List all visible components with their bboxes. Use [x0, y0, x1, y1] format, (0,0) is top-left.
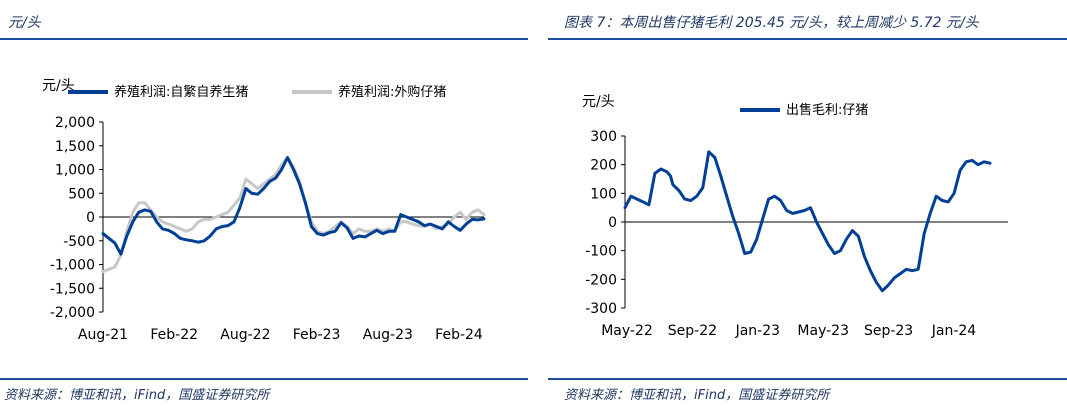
left-line-chart: 元/头 养殖利润:自繁自养生猪 养殖利润:外购仔猪 -2,000 -1,500 -1… — [42, 78, 486, 343]
left-x-tick-label: Aug-23 — [363, 327, 413, 343]
right-y-tick-label: -300 — [585, 301, 617, 317]
left-unit-header: 元/头 — [8, 15, 41, 31]
right-x-tick-label: Sep-23 — [864, 323, 913, 339]
left-footer-rule — [0, 378, 528, 380]
left-series-line-2 — [101, 156, 486, 256]
left-x-tick-label: Aug-21 — [78, 327, 128, 343]
legend-label-series-1: 养殖利润:自繁自养生猪 — [114, 84, 248, 100]
right-y-tick-label: -100 — [585, 244, 617, 260]
right-x-tick-label: Jan-24 — [931, 323, 977, 339]
right-x-tick-label: May-23 — [797, 323, 849, 339]
left-y-tick-label: -1,000 — [50, 258, 95, 274]
right-source-note: 资料来源：博亚和讯，iFind，国盛证券研究所 — [564, 388, 830, 403]
right-x-tick-label: Sep-22 — [668, 323, 717, 339]
right-y-axis-label: 元/头 — [582, 94, 615, 110]
right-y-tick-label: 100 — [590, 186, 617, 202]
right-header-rule — [548, 38, 1067, 40]
right-x-tick-label: May-22 — [601, 323, 653, 339]
left-legend: 养殖利润:自繁自养生猪 养殖利润:外购仔猪 — [68, 84, 446, 100]
left-x-tick-label: Feb-22 — [150, 327, 198, 343]
left-y-tick-label: -500 — [63, 234, 95, 250]
legend-label-series-2: 养殖利润:外购仔猪 — [338, 84, 446, 100]
left-y-tick-label: -2,000 — [50, 305, 95, 321]
left-x-tick-label: Feb-24 — [435, 327, 483, 343]
left-y-tick-label: -1,500 — [50, 281, 95, 297]
right-chart-panel: 图表 7：本周出售仔猪毛利 205.45 元/头，较上周减少 5.72 元/头 … — [548, 0, 1067, 415]
right-series-line-1 — [623, 150, 992, 293]
left-header-rule — [0, 38, 528, 40]
right-footer-rule — [548, 378, 1067, 380]
left-y-tick-label: 500 — [68, 186, 95, 202]
right-x-tick-label: Jan-23 — [735, 323, 780, 339]
right-y-tick-label: 200 — [590, 158, 617, 174]
right-y-tick-label: 0 — [608, 215, 617, 231]
right-y-tick-label: 300 — [590, 129, 617, 145]
left-y-tick-label: 0 — [86, 210, 95, 226]
left-source-note: 资料来源：博亚和讯，iFind，国盛证券研究所 — [4, 388, 270, 403]
left-y-tick-label: 1,000 — [55, 163, 95, 179]
left-x-tick-label: Aug-22 — [220, 327, 270, 343]
figure-title: 图表 7：本周出售仔猪毛利 205.45 元/头，较上周减少 5.72 元/头 — [564, 15, 979, 31]
left-y-tick-label: 2,000 — [55, 115, 95, 131]
legend-label-series-1: 出售毛利:仔猪 — [786, 102, 868, 118]
right-line-chart: 元/头 出售毛利:仔猪 -300 -200 -100 0 100 200 300 May-22… — [582, 94, 1008, 339]
right-y-tick-label: -200 — [585, 272, 617, 288]
right-legend: 出售毛利:仔猪 — [740, 102, 868, 118]
left-x-tick-label: Feb-23 — [293, 327, 341, 343]
left-y-tick-label: 1,500 — [55, 139, 95, 155]
left-series-line-1 — [101, 156, 486, 274]
left-y-axis-label: 元/头 — [42, 78, 75, 94]
left-chart-panel: 元/头 元/头 养殖利润:自繁自养生猪 养殖利润:外购仔猪 -2,000 -1,5… — [0, 0, 530, 415]
